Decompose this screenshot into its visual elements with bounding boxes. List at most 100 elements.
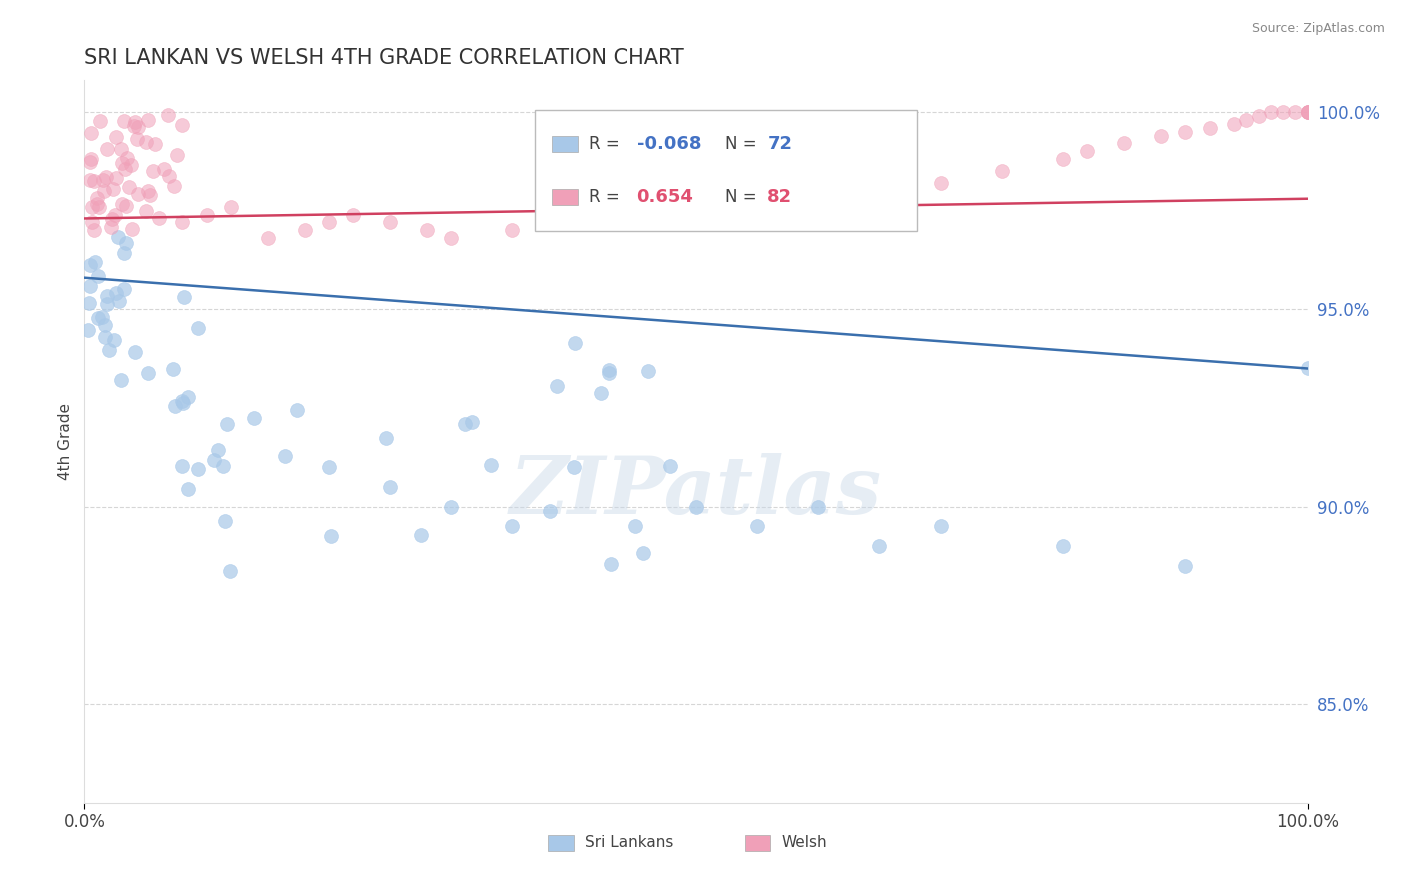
Point <box>115 235 138 250</box>
Point <box>991 164 1014 178</box>
Point <box>1284 104 1306 119</box>
Text: ZIPatlas: ZIPatlas <box>510 453 882 531</box>
Text: 0.654: 0.654 <box>637 188 693 206</box>
Point <box>120 158 142 172</box>
Point <box>143 137 166 152</box>
Point <box>1296 104 1319 119</box>
Point <box>111 197 134 211</box>
Point <box>546 378 568 392</box>
Point <box>1296 361 1319 376</box>
Point <box>685 500 707 514</box>
Point <box>218 564 240 578</box>
Point <box>319 528 342 542</box>
Point <box>170 394 193 409</box>
Point <box>416 223 439 237</box>
Point <box>135 135 157 149</box>
Point <box>91 310 114 324</box>
Point <box>93 329 115 343</box>
Point <box>1052 539 1074 553</box>
Point <box>124 114 146 128</box>
Point <box>114 162 136 177</box>
Point <box>96 142 118 156</box>
Point <box>287 402 309 417</box>
Point <box>91 173 114 187</box>
Point <box>163 179 186 194</box>
Point <box>1114 136 1136 151</box>
Point <box>157 169 180 183</box>
Point <box>156 108 179 122</box>
Point <box>1198 120 1220 135</box>
Point <box>87 310 110 325</box>
Point <box>538 504 561 518</box>
Point <box>136 112 159 127</box>
Point <box>564 335 586 350</box>
Point <box>80 200 103 214</box>
Point <box>86 197 108 211</box>
Point <box>96 297 118 311</box>
Point <box>294 223 316 237</box>
Point <box>1272 104 1295 119</box>
Point <box>177 482 200 496</box>
Point <box>589 386 612 401</box>
Point <box>124 345 146 359</box>
Point <box>624 519 647 533</box>
Point <box>747 519 769 533</box>
Point <box>929 519 952 533</box>
Point <box>172 118 194 132</box>
Point <box>76 323 98 337</box>
Point <box>172 396 194 410</box>
Point <box>139 188 162 202</box>
Point <box>112 114 135 128</box>
Point <box>1296 104 1319 119</box>
Point <box>1174 125 1197 139</box>
Text: N =: N = <box>725 188 762 206</box>
Point <box>166 148 188 162</box>
Point <box>110 373 132 387</box>
Text: -0.068: -0.068 <box>637 135 702 153</box>
Point <box>82 215 104 229</box>
Point <box>1296 104 1319 119</box>
Point <box>79 258 101 272</box>
Point <box>142 164 165 178</box>
Point <box>170 459 193 474</box>
Point <box>409 527 432 541</box>
Point <box>869 184 891 198</box>
Point <box>103 333 125 347</box>
Point <box>86 268 108 283</box>
Point <box>1223 117 1246 131</box>
Point <box>136 366 159 380</box>
Point <box>100 220 122 235</box>
Point <box>79 278 101 293</box>
Point <box>127 187 149 202</box>
Point <box>219 200 242 214</box>
Point <box>637 364 659 378</box>
Point <box>658 459 681 474</box>
Text: N =: N = <box>725 135 762 153</box>
Point <box>807 500 830 514</box>
Point <box>172 215 194 229</box>
Point <box>93 184 115 198</box>
Point <box>214 515 236 529</box>
Point <box>107 230 129 244</box>
Point <box>454 417 477 431</box>
Point <box>212 458 235 473</box>
Point <box>342 207 364 221</box>
Point <box>1076 145 1098 159</box>
Point <box>115 151 138 165</box>
Point <box>502 223 524 237</box>
Point <box>176 390 198 404</box>
Point <box>108 293 131 308</box>
Point <box>274 449 297 463</box>
Point <box>79 155 101 169</box>
Point <box>79 173 101 187</box>
Text: SRI LANKAN VS WELSH 4TH GRADE CORRELATION CHART: SRI LANKAN VS WELSH 4TH GRADE CORRELATIO… <box>84 47 685 68</box>
Text: Sri Lankans: Sri Lankans <box>585 836 673 850</box>
Point <box>79 126 101 140</box>
Point <box>89 200 111 214</box>
Point <box>86 191 108 205</box>
Point <box>562 460 585 475</box>
Point <box>1150 128 1173 143</box>
Point <box>869 539 891 553</box>
Point <box>1260 104 1282 119</box>
Point <box>215 417 238 431</box>
